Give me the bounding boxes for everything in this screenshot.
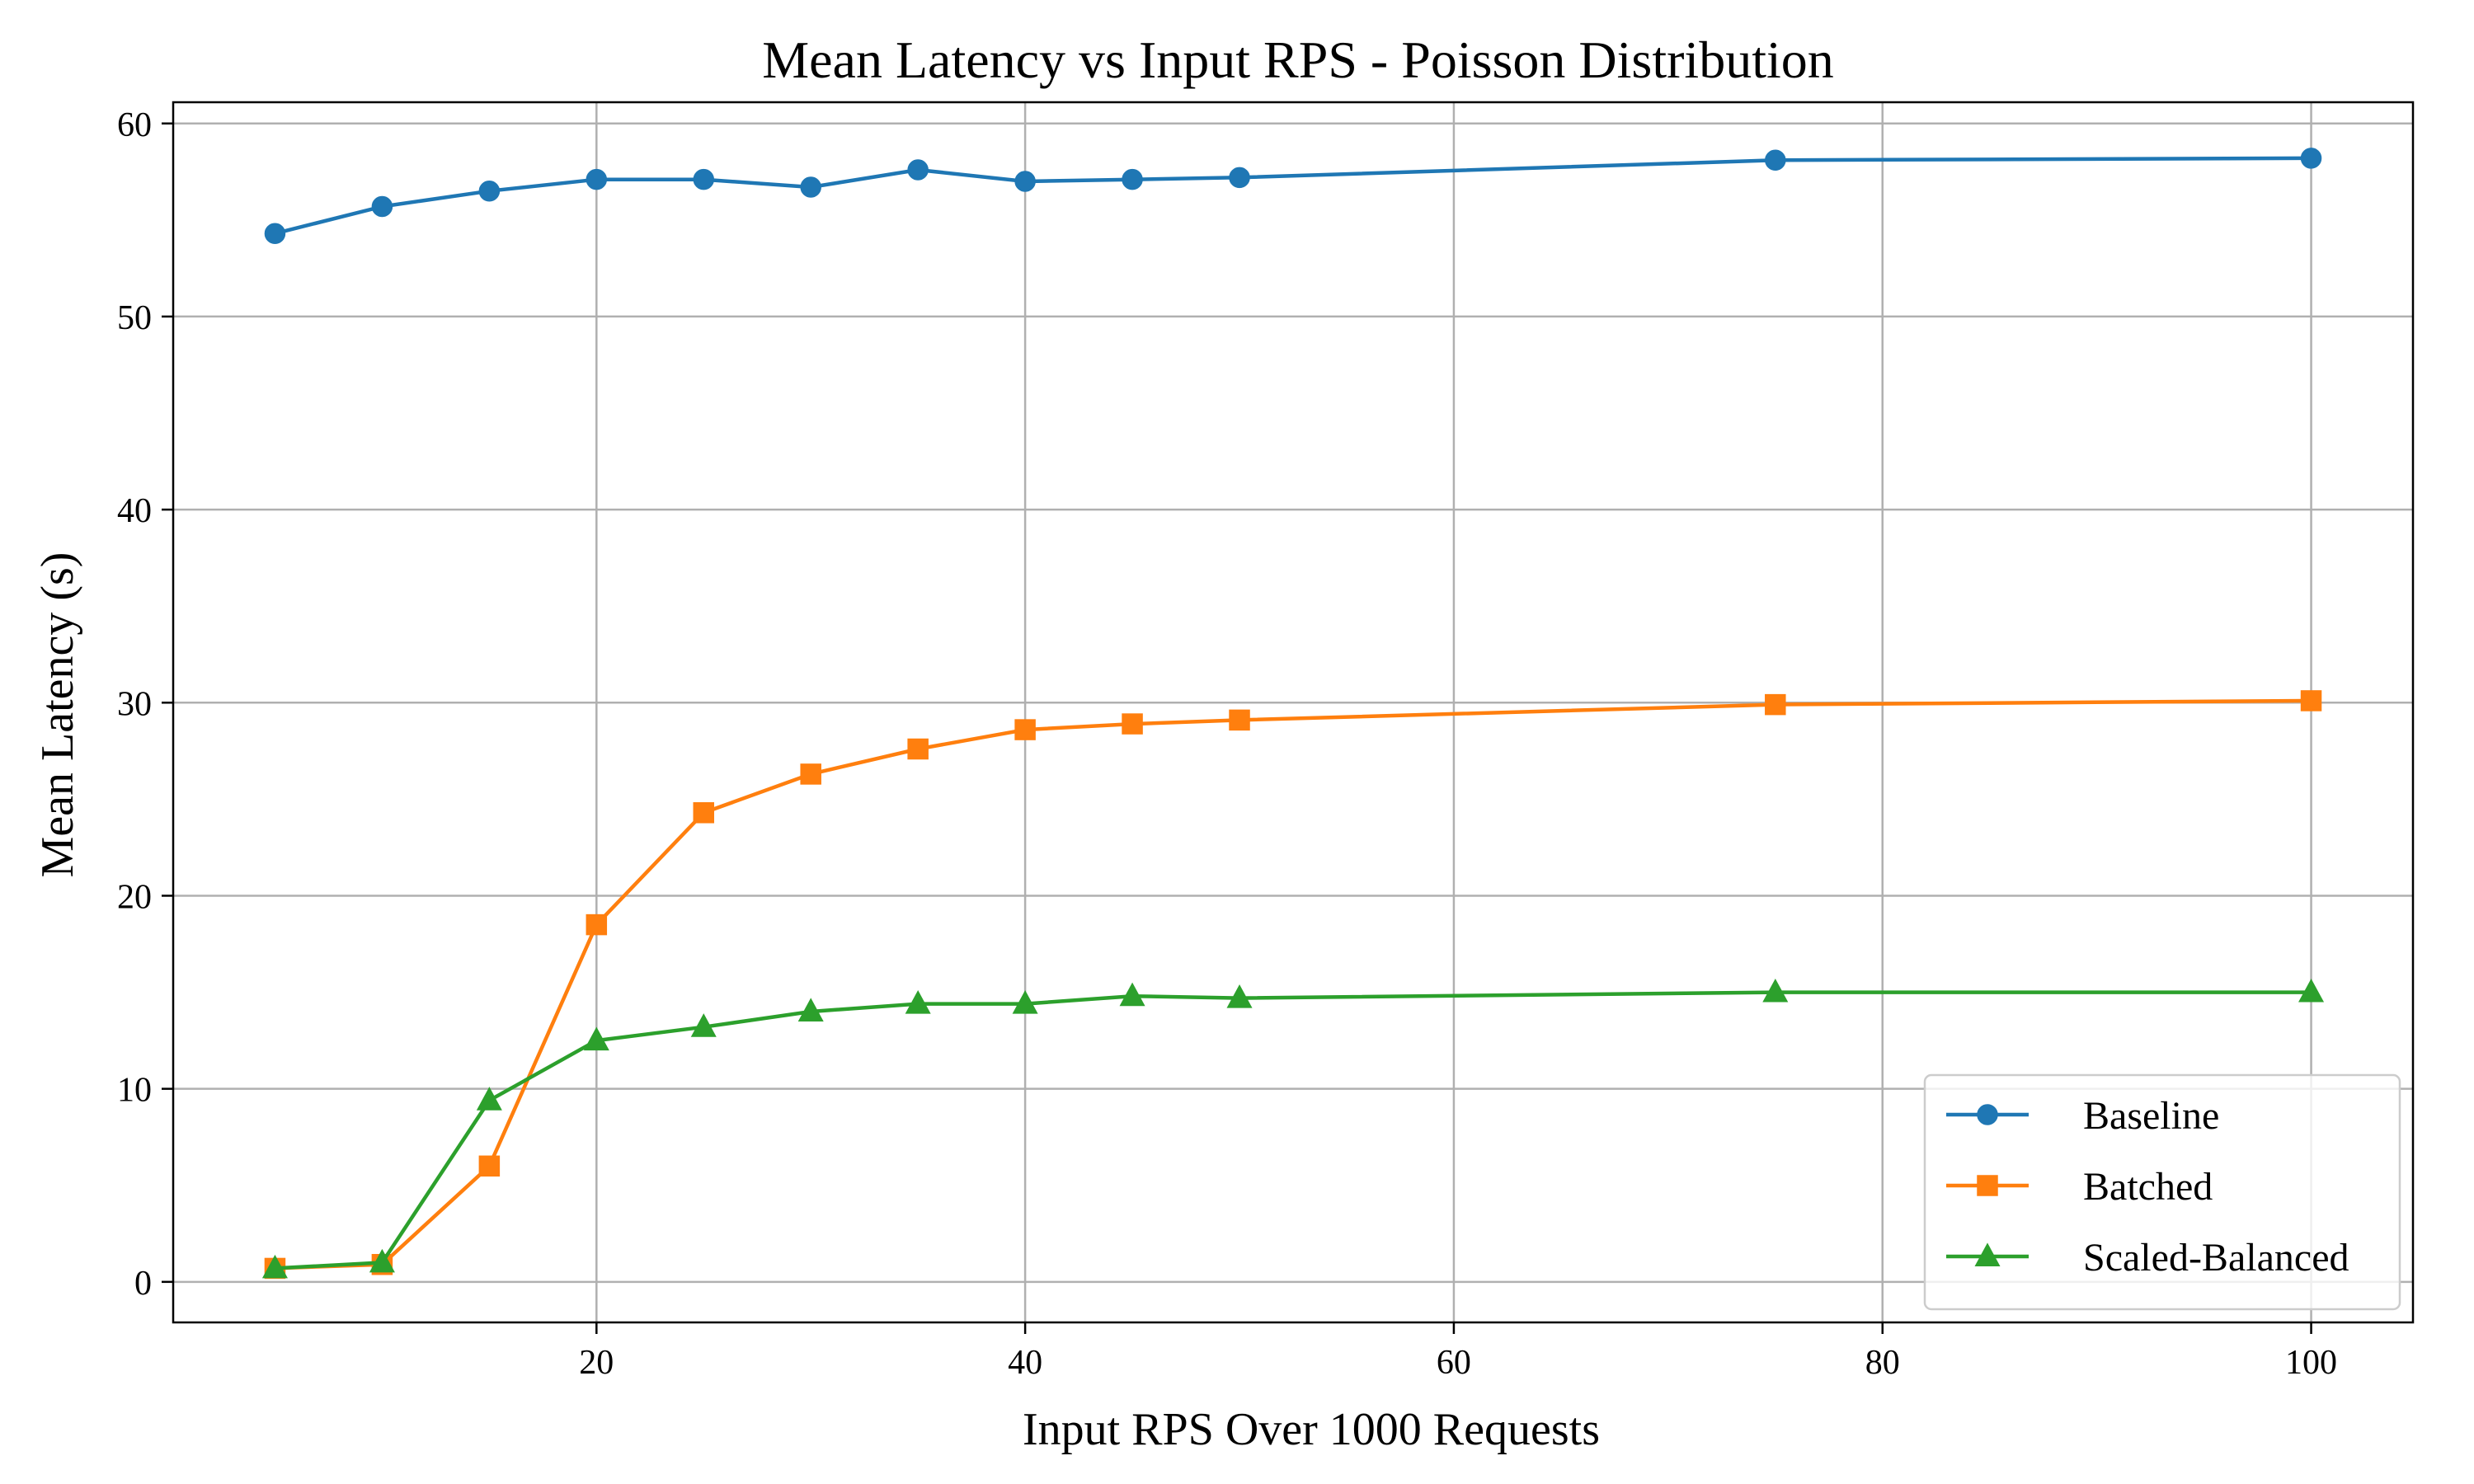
series-scaled-balanced: [261, 978, 2325, 1279]
y-tick-label: 60: [117, 106, 152, 144]
data-point-scaled-balanced: [583, 1026, 609, 1051]
data-point-baseline: [1765, 149, 1786, 171]
plot-frame: [172, 101, 2415, 1324]
y-axis-label: Mean Latency (s): [32, 552, 83, 878]
y-tick-label: 40: [117, 492, 152, 530]
data-point-batched: [693, 802, 715, 824]
data-point-batched: [1122, 713, 1143, 735]
series-line-batched: [273, 698, 2313, 1270]
y-tick-label: 0: [134, 1265, 152, 1303]
x-tick-label: 100: [2285, 1344, 2337, 1382]
data-point-baseline: [2300, 148, 2322, 169]
data-point-baseline: [586, 168, 608, 190]
data-point-scaled-balanced: [476, 1087, 502, 1111]
data-point-batched: [800, 763, 821, 785]
data-point-scaled-balanced: [369, 1248, 395, 1273]
data-point-scaled-balanced: [690, 1013, 717, 1037]
legend-marker: [1977, 1175, 1998, 1196]
chart-title: Mean Latency vs Input RPS - Poisson Dist…: [762, 31, 1834, 89]
data-point-baseline: [1014, 171, 1036, 192]
data-point-scaled-balanced: [2298, 978, 2325, 1003]
y-tick-label: 50: [117, 299, 152, 337]
data-point-baseline: [907, 159, 929, 181]
data-point-scaled-balanced: [797, 998, 824, 1021]
series-line-baseline: [273, 156, 2313, 236]
legend-marker: [1974, 1242, 2001, 1266]
legend-label: Batched: [2083, 1165, 2213, 1209]
data-point-batched: [1229, 709, 1250, 731]
series-line-scaled-balanced: [273, 990, 2313, 1270]
data-point-scaled-balanced: [1119, 982, 1145, 1007]
data-point-scaled-balanced: [1012, 990, 1038, 1014]
x-tick-label: 80: [1865, 1344, 1900, 1382]
x-tick-label: 20: [579, 1344, 614, 1382]
data-point-scaled-balanced: [1762, 978, 1789, 1003]
data-point-baseline: [800, 176, 821, 198]
data-point-batched: [586, 913, 608, 936]
legend-item-baseline: Baseline: [1946, 1094, 2219, 1138]
y-tick-label: 20: [117, 878, 152, 916]
x-tick-label: 60: [1437, 1344, 1471, 1382]
data-point-baseline: [1122, 168, 1143, 190]
data-point-baseline: [1229, 167, 1250, 189]
x-tick-label: 40: [1008, 1344, 1042, 1382]
data-point-baseline: [478, 180, 501, 202]
data-point-baseline: [371, 195, 393, 218]
data-point-baseline: [264, 223, 286, 244]
legend-label: Scaled-Balanced: [2083, 1236, 2349, 1280]
legend-item-batched: Batched: [1946, 1165, 2213, 1209]
legend-box: [1923, 1073, 2401, 1311]
data-point-scaled-balanced: [905, 990, 931, 1014]
data-point-batched: [1765, 693, 1786, 716]
data-point-scaled-balanced: [261, 1254, 288, 1279]
data-point-batched: [2300, 690, 2322, 711]
series-layer: [261, 148, 2325, 1280]
legend-marker: [1977, 1104, 1998, 1125]
data-point-baseline: [693, 168, 715, 190]
x-axis-label: Input RPS Over 1000 Requests: [1023, 1404, 1600, 1455]
axes: 20 40 60 80 100 0 10 20 30 40 50 60: [117, 101, 2415, 1382]
legend: Baseline Batched Scaled-Balanced: [1923, 1073, 2401, 1311]
data-point-batched: [907, 738, 929, 760]
legend-label: Baseline: [2083, 1094, 2219, 1138]
y-tick-label: 10: [117, 1072, 152, 1110]
data-point-scaled-balanced: [1226, 984, 1253, 1008]
data-point-batched: [478, 1155, 501, 1177]
grid: [173, 102, 2413, 1322]
legend-item-scaled-balanced: Scaled-Balanced: [1946, 1236, 2349, 1280]
y-tick-label: 30: [117, 685, 152, 723]
series-baseline: [264, 148, 2322, 244]
data-point-batched: [1014, 719, 1036, 740]
